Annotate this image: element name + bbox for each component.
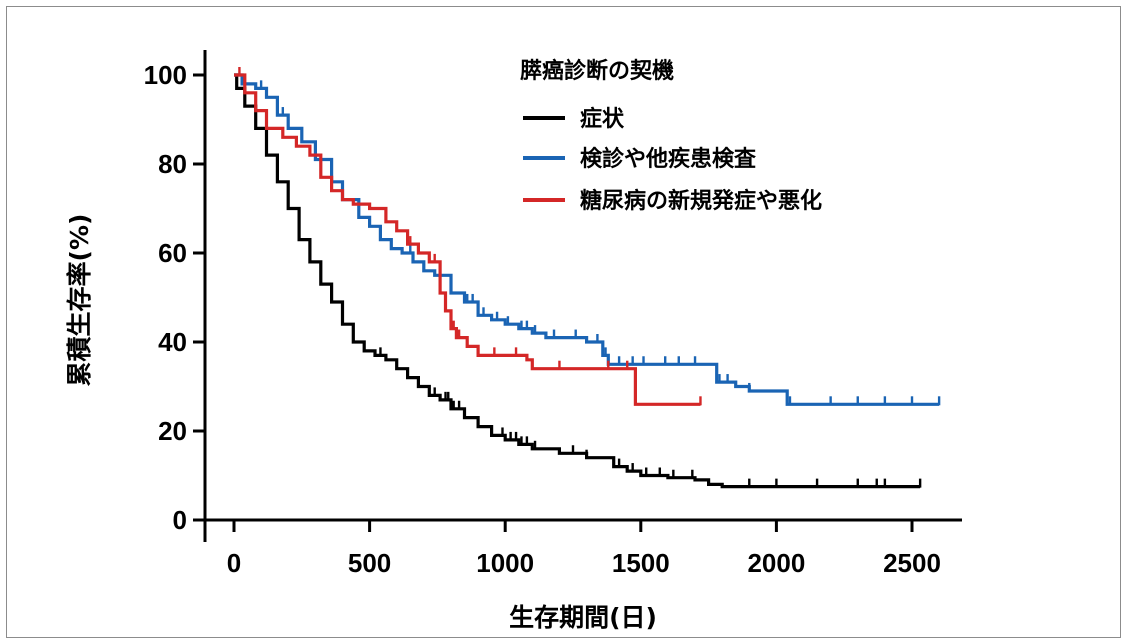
legend-label-symptom: 症状 — [580, 106, 625, 132]
curve-diabetes — [234, 73, 701, 406]
legend-label-screening: 検診や他疾患検査 — [580, 146, 757, 172]
y-tick-label: 20 — [158, 416, 187, 446]
y-tick-label: 60 — [158, 238, 187, 268]
x-tick-label: 1000 — [476, 548, 534, 578]
curves — [234, 67, 941, 489]
legend: 膵癌診断の契機 症状 検診や他疾患検査 糖尿病の新規発症や悪化 — [520, 58, 822, 214]
axes — [193, 50, 962, 542]
y-tick-label: 0 — [173, 505, 187, 535]
y-tick-label: 100 — [144, 60, 187, 90]
x-tick-label: 2000 — [747, 548, 805, 578]
curve-screening — [234, 73, 940, 406]
x-tick-label: 0 — [227, 548, 241, 578]
x-tick-label: 1500 — [612, 548, 670, 578]
y-axis-title: 累積生存率(%) — [65, 214, 94, 387]
y-tick-label: 40 — [158, 327, 187, 357]
x-tick-label: 500 — [348, 548, 391, 578]
legend-title: 膵癌診断の契機 — [520, 58, 674, 84]
x-axis-title: 生存期間(日) — [509, 603, 657, 632]
x-tick-label: 2500 — [883, 548, 941, 578]
chart-frame — [6, 6, 1121, 638]
y-tick-label: 80 — [158, 149, 187, 179]
curve-symptom — [234, 73, 921, 489]
legend-label-diabetes: 糖尿病の新規発症や悪化 — [580, 188, 822, 214]
